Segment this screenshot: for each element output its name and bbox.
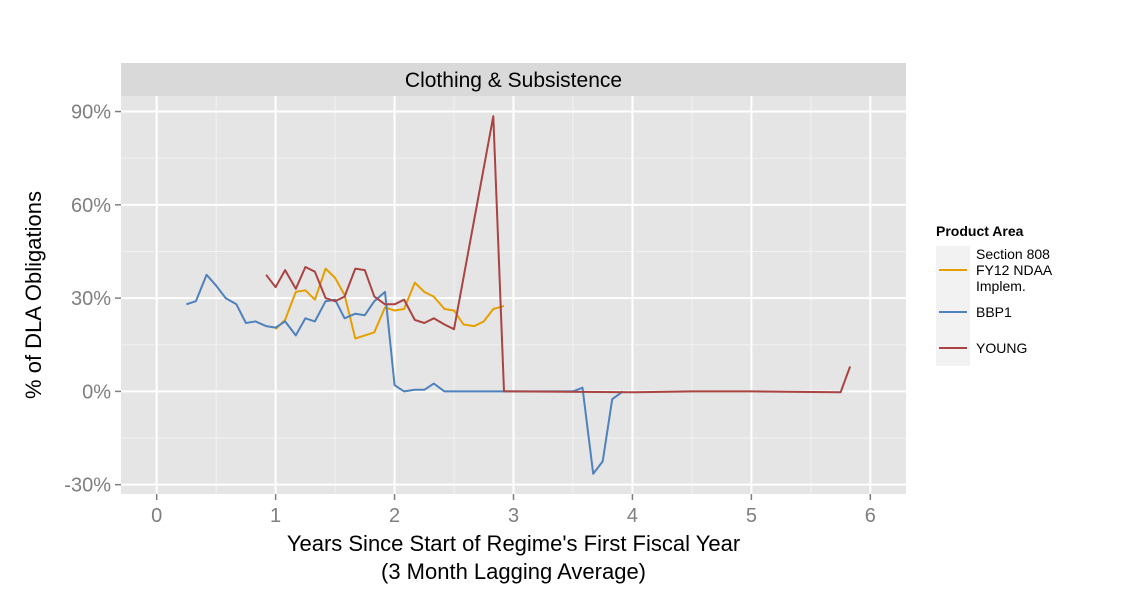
legend-title: Product Area [936,223,1024,239]
x-tick-label: 5 [746,505,757,527]
x-tick-label: 6 [865,505,876,527]
y-axis-title: % of DLA Obligations [21,191,46,399]
x-axis: 0 1 2 3 4 5 6 [151,494,876,527]
legend-label-0: Implem. [976,278,1026,294]
series-line-0 [274,267,505,340]
facet-strip [121,63,906,96]
x-tick-label: 3 [508,505,519,527]
legend-label-2: YOUNG [976,340,1027,356]
y-tick-label: 60% [71,195,111,217]
y-tick-label: 90% [71,102,111,124]
y-tick-label: -30% [64,475,111,497]
x-tick-label: 4 [627,505,638,527]
y-tick-label: 0% [82,381,111,403]
series-lines [186,115,852,475]
series-line-2 [265,115,852,394]
y-axis: -30% 0% 30% 60% 90% [64,102,121,497]
x-tick-label: 0 [151,505,162,527]
legend-label-0: FY12 NDAA [976,262,1053,278]
legend-label-0: Section 808 [976,246,1050,262]
legend-label-1: BBP1 [976,304,1012,320]
facet-title: Clothing & Subsistence [405,69,622,92]
x-axis-title-line1: Years Since Start of Regime's First Fisc… [287,531,740,556]
x-tick-label: 1 [270,505,281,527]
x-tick-label: 2 [389,505,400,527]
y-tick-label: 30% [71,288,111,310]
x-axis-title-line2: (3 Month Lagging Average) [381,559,646,584]
